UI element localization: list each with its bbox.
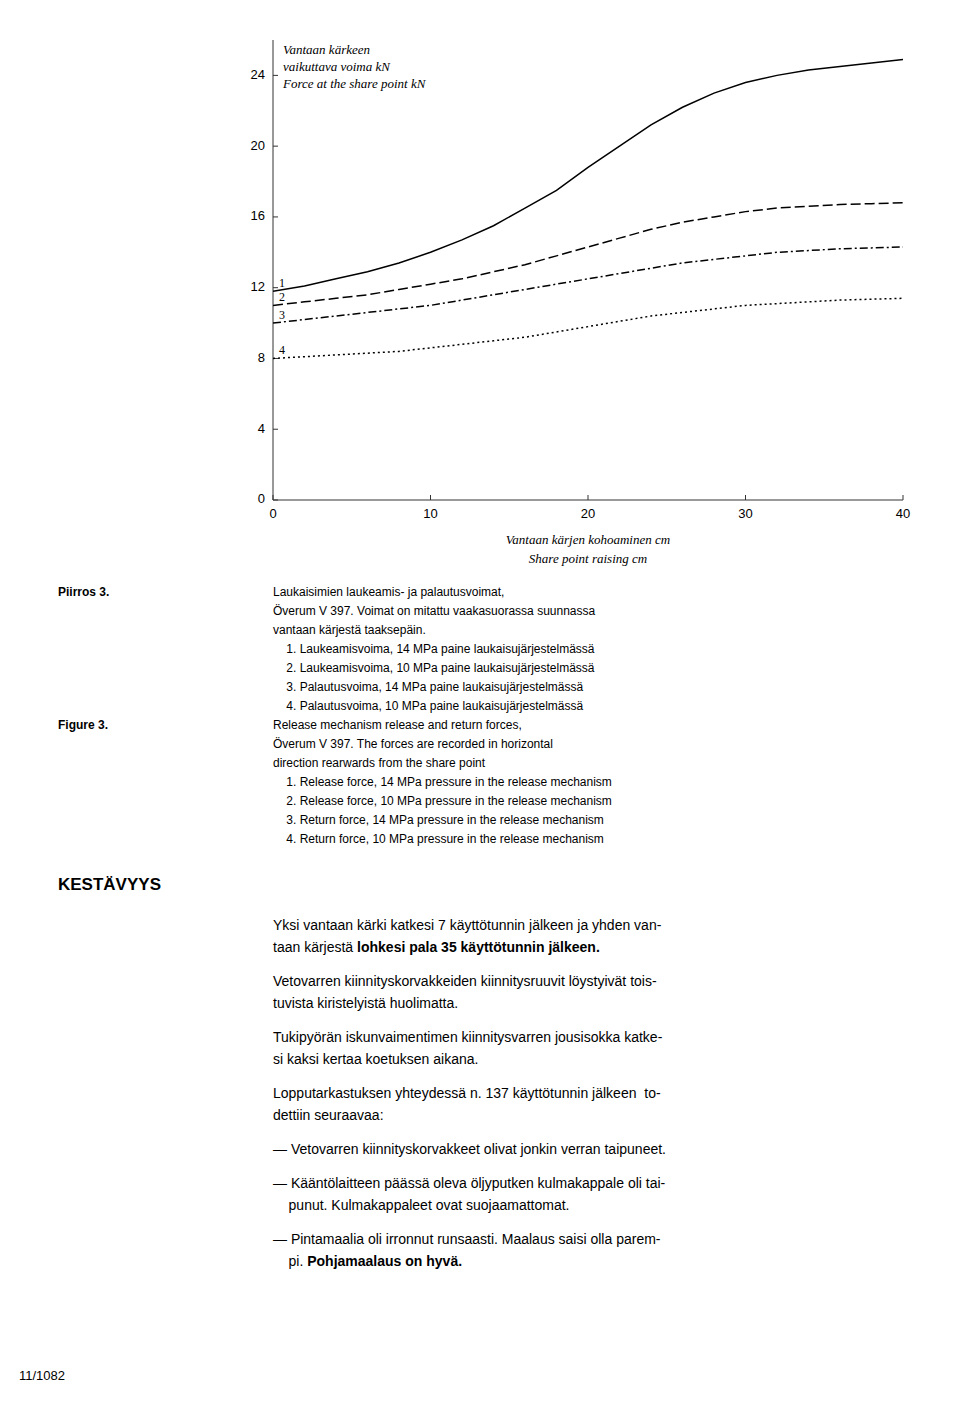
- y-axis-line: [273, 40, 274, 500]
- y-tick-label: 12: [251, 279, 265, 294]
- x-tick: [903, 495, 904, 500]
- caption-label: Figure 3.: [58, 718, 108, 732]
- body-text: — Kääntölaitteen päässä oleva öljyputken…: [273, 1175, 665, 1191]
- caption-line: 1. Laukeamisvoima, 14 MPa paine laukaisu…: [273, 642, 595, 656]
- x-tick: [273, 495, 274, 500]
- body-line: si kaksi kertaa koetuksen aikana.: [273, 1051, 478, 1067]
- series-label: 1: [279, 276, 285, 290]
- body-text: taan kärjestä: [273, 939, 357, 955]
- body-text: — Vetovarren kiinnityskorvakkeet olivat …: [273, 1141, 666, 1157]
- body-line: Lopputarkastuksen yhteydessä n. 137 käyt…: [273, 1085, 661, 1101]
- caption-line: Överum V 397. The forces are recorded in…: [273, 737, 553, 751]
- caption-line: 3. Return force, 14 MPa pressure in the …: [273, 813, 604, 827]
- y-tick-label: 4: [258, 421, 265, 436]
- body-text: pi.: [273, 1253, 307, 1269]
- series-label: 4: [279, 343, 285, 357]
- y-axis-label: Force at the share point kN: [282, 76, 427, 91]
- body-line: — Vetovarren kiinnityskorvakkeet olivat …: [273, 1141, 666, 1157]
- series-line: [273, 247, 903, 323]
- caption-line: 4. Palautusvoima, 10 MPa paine laukaisuj…: [273, 699, 583, 713]
- caption-line: direction rearwards from the share point: [273, 756, 485, 770]
- caption-label: Piirros 3.: [58, 585, 109, 599]
- body-text: Lopputarkastuksen yhteydessä n. 137 käyt…: [273, 1085, 661, 1101]
- body-line: pi. Pohjamaalaus on hyvä.: [273, 1253, 462, 1269]
- body-text-bold: Pohjamaalaus on hyvä.: [307, 1253, 462, 1269]
- y-tick: [273, 216, 278, 217]
- footer: 11/1082: [19, 1368, 65, 1383]
- series-line: [273, 59, 903, 291]
- y-tick-label: 20: [251, 138, 265, 153]
- caption-line: 3. Palautusvoima, 14 MPa paine laukaisuj…: [273, 680, 583, 694]
- body-line: Vetovarren kiinnityskorvakkeiden kiinnit…: [273, 973, 657, 989]
- body-text: Tukipyörän iskunvaimentimen kiinnitysvar…: [273, 1029, 662, 1045]
- x-tick-label: 0: [269, 506, 276, 521]
- y-axis-label: vaikuttava voima kN: [283, 59, 391, 74]
- x-tick: [430, 495, 431, 500]
- x-axis-label: Share point raising cm: [529, 551, 647, 566]
- y-tick: [273, 429, 278, 430]
- caption-line: 1. Release force, 14 MPa pressure in the…: [273, 775, 612, 789]
- body-line: punut. Kulmakappaleet ovat suojaamattoma…: [273, 1197, 570, 1213]
- body-text: Vetovarren kiinnityskorvakkeiden kiinnit…: [273, 973, 657, 989]
- y-tick-label: 16: [251, 208, 265, 223]
- series-line: [273, 298, 903, 358]
- x-tick: [745, 495, 746, 500]
- series-line: [273, 203, 903, 306]
- body-text: tuvista kiristelyistä huolimatta.: [273, 995, 458, 1011]
- body-text: dettiin seuraavaa:: [273, 1107, 384, 1123]
- body-text-bold: lohkesi pala 35 käyttötunnin jälkeen.: [357, 939, 600, 955]
- x-tick: [588, 495, 589, 500]
- y-tick-label: 24: [251, 67, 265, 82]
- series-label: 2: [279, 290, 285, 304]
- body-line: dettiin seuraavaa:: [273, 1107, 384, 1123]
- body-line: — Pintamaalia oli irronnut runsaasti. Ma…: [273, 1231, 661, 1247]
- body-line: Yksi vantaan kärki katkesi 7 käyttötunni…: [273, 917, 661, 933]
- axes: 01020304004812162024Vantaan kärkeenvaiku…: [251, 40, 911, 566]
- caption-line: 2. Release force, 10 MPa pressure in the…: [273, 794, 612, 808]
- body-line: tuvista kiristelyistä huolimatta.: [273, 995, 458, 1011]
- body-line: taan kärjestä lohkesi pala 35 käyttötunn…: [273, 939, 600, 955]
- x-tick-label: 30: [738, 506, 752, 521]
- series-label: 3: [279, 308, 285, 322]
- caption-line: Laukaisimien laukeamis- ja palautusvoima…: [273, 585, 504, 599]
- chart: 01020304004812162024Vantaan kärkeenvaiku…: [0, 0, 960, 570]
- y-tick: [273, 500, 278, 501]
- x-tick-label: 10: [423, 506, 437, 521]
- lines: [273, 59, 903, 358]
- y-axis-label: Vantaan kärkeen: [283, 42, 370, 57]
- y-tick: [273, 75, 278, 76]
- y-tick-label: 0: [258, 491, 265, 506]
- caption-line: 2. Laukeamisvoima, 10 MPa paine laukaisu…: [273, 661, 595, 675]
- body-text: punut. Kulmakappaleet ovat suojaamattoma…: [273, 1197, 570, 1213]
- x-tick-label: 20: [581, 506, 595, 521]
- section-heading: KESTÄVYYS: [58, 875, 161, 895]
- body-text: Yksi vantaan kärki katkesi 7 käyttötunni…: [273, 917, 661, 933]
- body-text: si kaksi kertaa koetuksen aikana.: [273, 1051, 478, 1067]
- body-text: — Pintamaalia oli irronnut runsaasti. Ma…: [273, 1231, 661, 1247]
- y-tick: [273, 287, 278, 288]
- x-axis-label: Vantaan kärjen kohoaminen cm: [506, 532, 670, 547]
- x-tick-label: 40: [896, 506, 910, 521]
- series-labels: 12 3 4: [279, 276, 285, 357]
- y-tick-label: 8: [258, 350, 265, 365]
- body-line: — Kääntölaitteen päässä oleva öljyputken…: [273, 1175, 665, 1191]
- y-tick: [273, 146, 278, 147]
- caption-line: vantaan kärjestä taaksepäin.: [273, 623, 426, 637]
- caption-line: Release mechanism release and return for…: [273, 718, 522, 732]
- body-line: Tukipyörän iskunvaimentimen kiinnitysvar…: [273, 1029, 662, 1045]
- caption-line: 4. Return force, 10 MPa pressure in the …: [273, 832, 604, 846]
- caption-line: Överum V 397. Voimat on mitattu vaakasuo…: [273, 604, 595, 618]
